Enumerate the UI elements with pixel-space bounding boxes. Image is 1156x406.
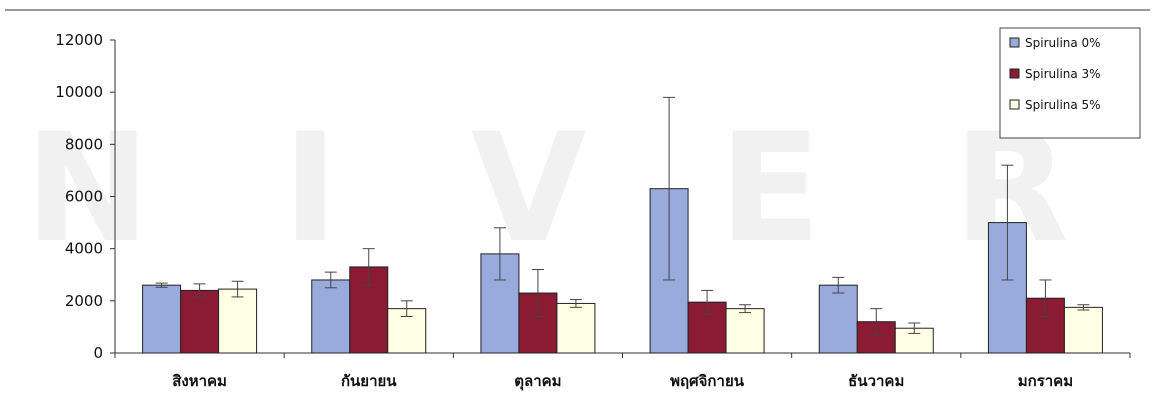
y-tick-label: 2000 [65,292,103,310]
x-tick-label: พฤศจิกายน [670,372,745,390]
legend-swatch [1009,99,1020,110]
bar [1063,306,1103,354]
x-tick-label: กันยายน [341,372,397,390]
y-tick-label: 8000 [65,135,103,153]
bar [556,302,596,354]
legend-swatch [1009,37,1020,48]
legend-label: Spirulina 3% [1025,67,1101,81]
bar [218,288,258,354]
x-tick-label: ธันวาคม [848,372,904,390]
legend-label: Spirulina 0% [1025,36,1101,50]
y-tick-label: 6000 [65,188,103,206]
x-tick-label: มกราคม [1018,372,1073,390]
x-tick-label: สิงหาคม [172,372,227,390]
legend-box [999,27,1141,139]
bar [180,289,220,354]
y-tick-label: 4000 [65,240,103,258]
bar [142,284,182,354]
bar [818,284,858,354]
x-tick-label: ตุลาคม [514,372,561,391]
y-tick-label: 0 [93,344,103,362]
y-tick-label: 10000 [55,83,103,101]
legend-swatch [1009,68,1020,79]
bar [894,327,934,354]
y-tick-label: 12000 [55,31,103,49]
watermark-text: U N I V E R S [0,102,1156,276]
legend-label: Spirulina 5% [1025,98,1101,112]
bar [311,279,351,354]
bar [725,308,765,354]
